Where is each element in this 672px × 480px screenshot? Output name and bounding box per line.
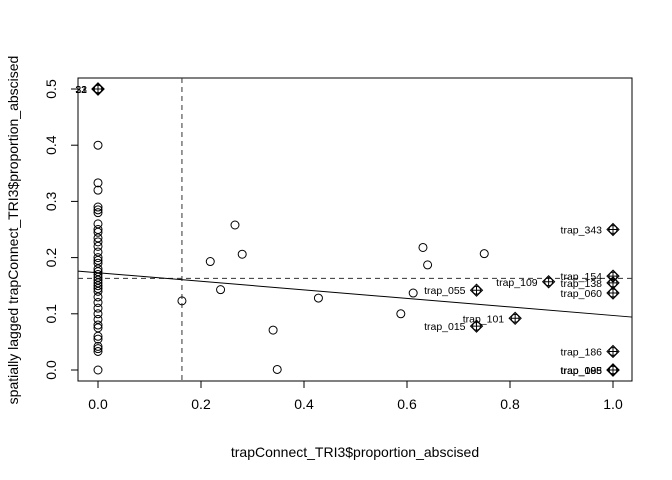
influence-plus-marker [608,365,618,375]
point-label: trap_186 [561,346,603,358]
influence-diamond-marker [508,311,522,326]
point-label: trap_101 [463,313,505,325]
data-point [93,178,103,188]
data-point [93,341,103,351]
data-point [272,364,282,374]
data-point [93,140,103,150]
y-tick-label: 0.3 [43,191,59,211]
influence-plus-marker [608,277,618,288]
reference-lines [77,78,633,381]
data-point [93,185,103,195]
point-label: trap_343 [561,225,603,237]
point-label: trap_109 [496,277,538,289]
data-point [313,293,323,303]
data-point [93,286,103,296]
x-tick-label: 1.0 [603,396,623,412]
data-point [93,303,103,313]
y-tick-label: 0.1 [43,304,59,324]
data-point [408,288,418,298]
point-label: 33 [75,84,87,96]
data-point [93,320,103,330]
data-point [93,208,103,218]
influence-diamond-marker [469,319,484,333]
data-point [216,285,226,295]
x-tick-label: 0.8 [500,396,520,412]
point-label: trap_138 [561,278,603,290]
x-tick-label: 0.4 [294,396,314,412]
data-point [93,344,103,354]
y-tick-label: 0.5 [43,79,59,99]
influence-diamond-marker [606,222,620,237]
point-label: trap_055 [424,285,466,297]
data-point [93,365,103,375]
point-label: trap_088 [561,365,603,377]
data-point [93,237,103,247]
influence-plus-marker [608,224,618,235]
data-point [93,227,103,237]
data-point [93,298,103,308]
y-axis-title: spatially lagged trapConnect_TRI3$propor… [5,56,21,405]
y-tick-label: 0.0 [43,360,59,380]
influence-plus-marker [510,313,521,324]
regression-line [77,270,633,318]
data-point [93,331,103,341]
point-label: trap_060 [561,288,603,300]
data-point [177,296,187,306]
data-point [479,249,489,259]
influence-diamond-marker [91,82,105,96]
data-point [93,202,103,212]
influence-plus-marker [543,276,554,287]
x-tick-label: 0.0 [88,396,108,412]
influence-diamond-marker [606,286,620,300]
influence-diamond-marker [606,344,620,359]
data-point [93,334,103,344]
y-tick-label: 0.2 [43,248,59,268]
influence-plus-marker [471,285,482,296]
data-point [93,346,103,356]
point-label: 22 [75,84,87,96]
data-point [268,325,278,335]
influence-diamond-marker [469,283,484,297]
x-tick-label: 0.2 [191,396,211,412]
influence-plus-marker [93,84,103,94]
data-point [237,249,247,259]
point-label: trap_095 [561,365,603,377]
data-point [93,241,103,251]
influence-plus-marker [608,346,618,357]
influential-points: 223331trap_343trap_154trap_138trap_060tr… [75,82,620,377]
data-points [93,140,489,375]
influence-plus-marker [608,288,618,299]
data-point [93,281,103,291]
influence-diamond-marker [541,275,556,289]
x-tick-label: 0.6 [397,396,417,412]
data-point [93,292,103,302]
data-point [205,257,215,267]
data-point [93,205,103,215]
point-label: trap_015 [424,321,466,333]
y-axis: 0.0 0.1 0.2 0.3 0.4 0.5 [43,79,79,380]
influence-diamond-marker [606,363,620,377]
point-label: trap_154 [561,271,603,283]
x-axis: 0.0 0.2 0.4 0.6 0.8 1.0 [88,380,623,412]
data-point [93,309,103,319]
plot-frame [77,77,633,382]
data-point [93,253,103,263]
point-label: 31 [75,84,87,96]
y-tick-label: 0.4 [43,135,59,155]
point-label: trap_105 [561,365,603,377]
data-point [230,220,240,230]
data-point [396,309,406,319]
data-point [423,260,433,270]
x-axis-title: trapConnect_TRI3$proportion_abscised [231,444,479,460]
data-point [418,242,428,252]
influence-plus-marker [471,321,482,332]
